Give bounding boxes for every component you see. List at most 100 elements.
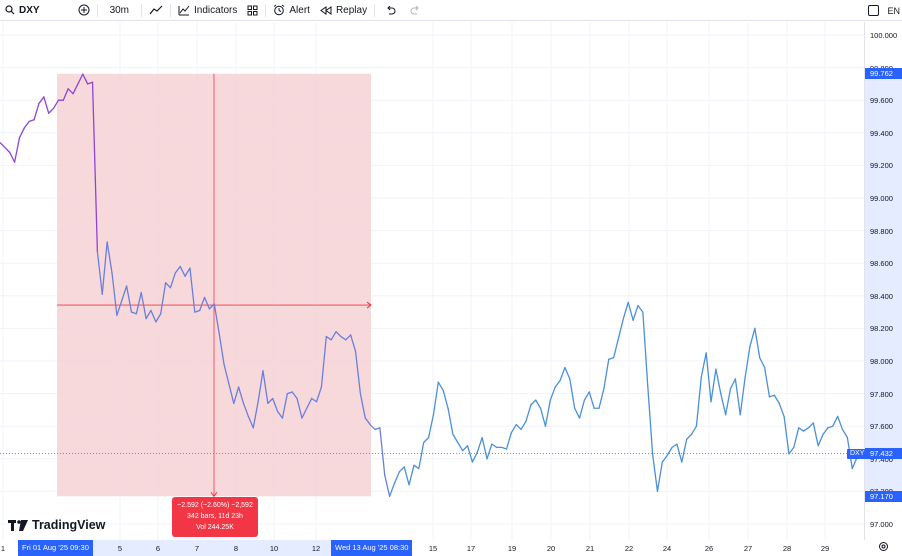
series-segment [656,461,663,493]
series-segment [505,432,513,450]
gear-icon[interactable] [878,539,889,556]
series-segment [720,392,727,416]
series-segment [164,282,172,289]
series-segment [681,438,688,463]
series-segment [520,420,527,431]
redo-button[interactable] [404,0,427,21]
plus-circle-icon [78,4,90,16]
undo-button[interactable] [377,0,404,21]
series-segment [744,345,751,378]
series-segment [510,423,517,434]
series-segment [491,443,498,449]
undo-icon [385,5,396,15]
price-chart[interactable] [0,22,864,540]
series-segment [671,443,678,449]
time-axis[interactable]: 1 5 6 7 8 10 12 15 17 19 20 21 22 24 26 27 28 29 Fri 01 Au… [0,540,864,556]
series-segment [301,407,308,419]
compare-add-button[interactable] [73,0,95,21]
series-segment [452,433,459,444]
replay-button[interactable]: Replay [315,0,372,21]
series-segment [267,397,274,405]
series-segment [184,267,191,277]
time-axis-label: 29 [820,544,830,553]
series-segment [369,423,376,431]
series-segment [841,428,849,439]
series-segment [67,88,74,95]
price-axis-label: 98.000 [870,357,893,366]
series-segment [447,407,454,436]
time-axis-label: 6 [155,544,161,553]
series-segment [544,399,551,427]
templates-button[interactable] [242,0,263,21]
series-segment [539,407,547,427]
time-axis-label: 20 [546,544,556,553]
series-segment [174,265,181,274]
replay-label: Replay [335,4,368,16]
price-axis-label: 98.600 [870,259,893,269]
series-segment [486,443,493,460]
series-segment [432,381,439,416]
symbol-search-button[interactable]: DXY [0,0,45,21]
series-segment [325,335,332,341]
series-segment [194,309,201,313]
series-segment [374,427,381,431]
series-segment [116,300,123,317]
series-segment [121,285,128,302]
series-segment [262,370,269,405]
tradingview-logo[interactable]: TradingView [8,518,105,532]
indicators-icon [178,5,190,16]
measure-change: −2.592 (−2.60%) −2,592 [177,502,253,509]
series-segment [237,386,245,405]
series-segment [690,425,698,436]
chart-pane[interactable] [0,22,864,540]
range-high-tag: 99.762 [865,68,902,80]
series-segment [384,474,391,497]
divider [96,3,98,17]
series-segment [155,313,162,323]
series-segment [87,81,94,85]
start-date-tag: Fri 01 Aug '25 09:30 [18,540,93,556]
series-segment [4,146,11,154]
divider [141,3,143,17]
redo-icon [410,5,421,15]
measure-volume: Vol 244.25K [196,524,234,531]
settings-corner[interactable] [864,540,902,556]
series-segment [150,309,157,323]
interval-button[interactable]: 30m [109,4,130,16]
series-segment [179,265,186,277]
time-axis-label: 22 [624,544,634,553]
chart-type-button[interactable] [144,0,168,21]
language-label[interactable]: EN [887,5,900,16]
series-segment [695,376,702,427]
indicators-button[interactable]: Indicators [173,0,242,21]
series-segment [252,401,259,429]
series-segment [700,352,707,378]
price-axis-label: 97.800 [870,389,893,399]
current-price-tag: 97.432 [865,448,902,460]
price-axis[interactable]: 100.000 99.800 99.600 99.400 99.200 99.000 98.… [864,22,902,540]
series-segment [218,332,225,365]
tradingview-logo-icon [8,519,28,531]
layout-checkbox-icon[interactable] [868,5,880,16]
series-segment [632,304,639,321]
series-segment [393,471,400,484]
series-segment [28,119,35,123]
series-segment [281,392,288,419]
measure-bars: 342 bars, 11d 23h [187,513,243,520]
series-segment [851,456,858,470]
series-segment [822,427,829,436]
alert-label: Alert [289,4,310,16]
series-segment [140,291,147,320]
series-segment [145,309,152,320]
series-segment [749,327,756,347]
series-segment [768,394,775,398]
series-segment [77,73,84,85]
series-segment [832,415,839,427]
series-segment [82,73,89,85]
series-segment [340,335,347,341]
series-segment [286,391,293,395]
series-segment [763,366,771,398]
alert-button[interactable]: Alert [268,0,315,21]
series-segment [62,88,69,101]
series-segment [125,285,133,313]
